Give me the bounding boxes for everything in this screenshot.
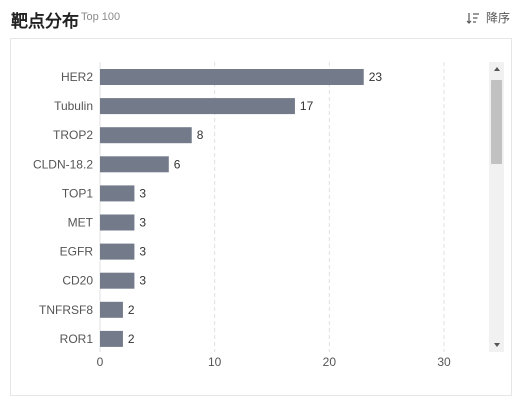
x-tick-label: 0 [97, 355, 104, 369]
sort-label: 降序 [485, 11, 510, 25]
bar[interactable] [100, 301, 123, 318]
value-labels: 23 17 8 6 3 3 3 3 2 2 [128, 70, 382, 346]
category-label: ROR1 [60, 332, 94, 346]
value-label: 6 [174, 157, 181, 171]
value-label: 3 [139, 245, 146, 259]
bar[interactable] [100, 98, 295, 115]
category-label: Tubulin [54, 99, 93, 113]
category-label: CLDN-18.2 [33, 157, 93, 171]
scrollbar-thumb[interactable] [491, 80, 502, 164]
sort-descending-icon [466, 12, 479, 24]
category-label: EGFR [60, 245, 94, 259]
category-label: TOP1 [62, 186, 93, 200]
x-axis-ticks: 0 10 20 30 [97, 355, 451, 369]
value-label: 17 [300, 99, 314, 113]
bar[interactable] [100, 185, 135, 202]
value-label: 3 [139, 216, 146, 230]
value-label: 2 [128, 332, 135, 346]
x-tick-label: 10 [208, 355, 222, 369]
bar[interactable] [100, 330, 123, 347]
value-label: 23 [369, 70, 383, 84]
bar[interactable] [100, 156, 169, 173]
triangle-up-icon [493, 67, 500, 71]
chart-card [10, 38, 512, 396]
x-tick-label: 30 [437, 355, 451, 369]
sort-toggle-button[interactable]: 降序 [466, 9, 510, 26]
value-label: 8 [197, 128, 204, 142]
chart-subtitle: Top 100 [81, 11, 121, 23]
bars [100, 69, 364, 347]
category-label: TROP2 [53, 128, 93, 142]
value-label: 2 [128, 303, 135, 317]
scroll-down-button[interactable] [489, 338, 504, 352]
bar[interactable] [100, 214, 135, 231]
chart-header: 靶点分布 Top 100 降序 [0, 0, 518, 36]
category-labels: HER2 Tubulin TROP2 CLDN-18.2 TOP1 MET EGFR CD20… [33, 70, 94, 346]
scroll-up-button[interactable] [489, 62, 504, 76]
chart-scrollbar[interactable] [489, 62, 504, 352]
triangle-down-icon [493, 343, 500, 347]
category-label: HER2 [61, 70, 93, 84]
value-label: 3 [139, 274, 146, 288]
bar[interactable] [100, 127, 192, 144]
value-label: 3 [139, 186, 146, 200]
chart-title: 靶点分布 [11, 12, 79, 32]
category-label: CD20 [62, 274, 93, 288]
bar[interactable] [100, 69, 364, 85]
category-label: MET [68, 216, 94, 230]
x-tick-label: 20 [323, 355, 337, 369]
category-label: TNFRSF8 [39, 303, 93, 317]
bar[interactable] [100, 243, 135, 260]
bar[interactable] [100, 272, 135, 289]
